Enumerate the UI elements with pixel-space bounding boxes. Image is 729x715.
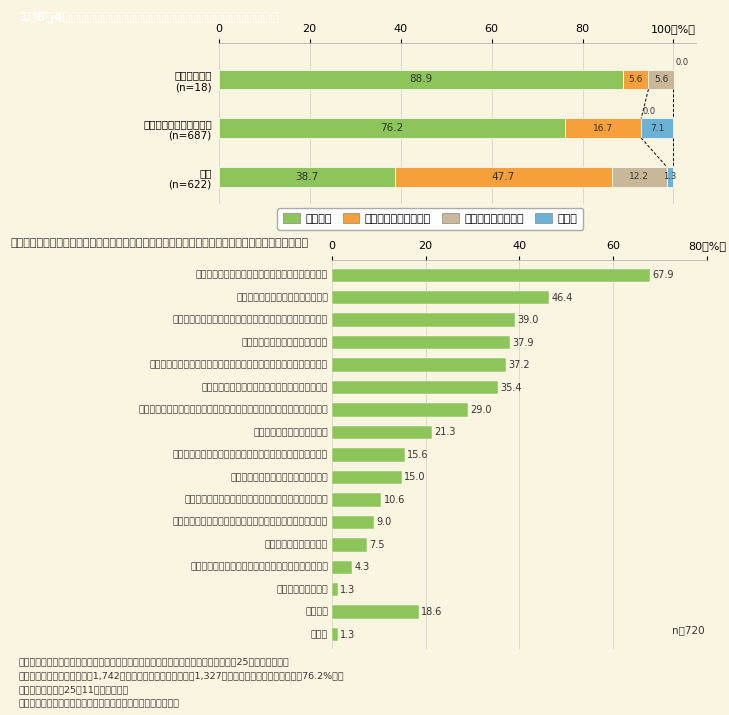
Text: 0.0: 0.0 <box>642 107 655 116</box>
Text: 男女共同参画の視点を取り入れた防災体制の確立: 男女共同参画の視点を取り入れた防災体制の確立 <box>201 383 328 392</box>
Text: 88.9: 88.9 <box>409 74 432 84</box>
Text: 仮設住宅運営における女性の参画促進: 仮設住宅運営における女性の参画促進 <box>230 473 328 482</box>
Text: 防災知識の普及・訓練における被災時の男女のニーズの違いへの配慮: 防災知識の普及・訓練における被災時の男女のニーズの違いへの配慮 <box>149 360 328 370</box>
Bar <box>332 291 550 305</box>
Text: 1.3: 1.3 <box>663 172 677 182</box>
Bar <box>612 167 667 187</box>
Bar <box>332 425 432 439</box>
Text: 18.6: 18.6 <box>421 607 443 617</box>
Text: 46.4: 46.4 <box>552 292 573 302</box>
Text: 21.3: 21.3 <box>434 428 456 438</box>
Text: 37.9: 37.9 <box>512 337 534 347</box>
Bar <box>623 70 649 89</box>
Text: 15.6: 15.6 <box>408 450 429 460</box>
Bar <box>332 403 468 417</box>
Bar <box>332 336 510 350</box>
Bar <box>332 493 381 507</box>
Bar <box>332 358 506 372</box>
Text: 4.3: 4.3 <box>354 562 370 572</box>
Text: 47.7: 47.7 <box>491 172 515 182</box>
Bar <box>332 583 338 596</box>
Text: 復旧・復興のあらゆる場・組織における女性の参画促進: 復旧・復興のあらゆる場・組織における女性の参画促進 <box>184 495 328 504</box>
Text: 帰宅困難者対策における男女のニーズの違いへの配慮: 帰宅困難者対策における男女のニーズの違いへの配慮 <box>190 563 328 572</box>
Text: 消防団員への女性の参画促進: 消防団員への女性の参画促進 <box>253 428 328 437</box>
Text: 37.2: 37.2 <box>509 360 530 370</box>
Text: 特にない: 特にない <box>305 608 328 616</box>
Text: 9.0: 9.0 <box>376 518 391 528</box>
Text: 男女別データの整備: 男女別データの整備 <box>276 585 328 594</box>
Bar <box>332 448 405 462</box>
Text: 1.3: 1.3 <box>340 630 356 640</box>
Bar <box>219 167 394 187</box>
Bar <box>332 606 419 619</box>
Bar <box>219 70 623 89</box>
Text: 67.9: 67.9 <box>652 270 674 280</box>
Bar <box>219 119 565 138</box>
Text: 12.2: 12.2 <box>629 172 650 182</box>
Bar <box>394 167 612 187</box>
Text: 29.0: 29.0 <box>470 405 491 415</box>
Bar <box>332 313 515 327</box>
Text: 女性に対する暴力の防止: 女性に対する暴力の防止 <box>265 541 328 549</box>
Text: 39.0: 39.0 <box>517 315 539 325</box>
Text: 16.7: 16.7 <box>593 124 613 133</box>
Bar <box>332 538 367 551</box>
Text: 1－6－4図　東日本大震災以降の地域防災計画の見直し（市区町村）: 1－6－4図 東日本大震災以降の地域防災計画の見直し（市区町村） <box>20 11 279 24</box>
Legend: 見直した, 見直しを検討している, 見直しは未定である, 無回答: 見直した, 見直しを検討している, 見直しは未定である, 無回答 <box>277 208 583 230</box>
Text: ３．平成25年11月１日現在。: ３．平成25年11月１日現在。 <box>18 686 128 695</box>
Text: （参考：東日本大震災以降に見直した地域防災計画における男女共同参画関連の記載（複数回答））: （参考：東日本大震災以降に見直した地域防災計画における男女共同参画関連の記載（複… <box>11 238 309 248</box>
Bar <box>332 470 402 484</box>
Text: 7.1: 7.1 <box>650 124 665 133</box>
Text: 1.3: 1.3 <box>340 585 356 595</box>
Text: 5.6: 5.6 <box>654 75 668 84</box>
Bar <box>642 119 674 138</box>
Text: ２．全国の市区町村1,742団体を対象に調査を実施し，1,327団体から回答があった（回収率76.2%）。: ２．全国の市区町村1,742団体を対象に調査を実施し，1,327団体から回答があ… <box>18 671 343 681</box>
Text: （備考）１．内閣府「市区町村における男女共同参画に係る施策の推進状況」（平成25年）より作成。: （備考）１．内閣府「市区町村における男女共同参画に係る施策の推進状況」（平成25… <box>18 658 289 666</box>
Text: 0.0: 0.0 <box>675 58 688 66</box>
Bar <box>649 70 674 89</box>
Text: 7.5: 7.5 <box>369 540 385 550</box>
Text: 38.7: 38.7 <box>295 172 319 182</box>
Text: 自主防災組織への女性の参画促進: 自主防災組織への女性の参画促進 <box>242 338 328 347</box>
Bar <box>667 167 673 187</box>
Text: 物資の調達，供給活動における男女のニーズの違いへの配慮: 物資の調達，供給活動における男女のニーズの違いへの配慮 <box>173 316 328 325</box>
Text: 10.6: 10.6 <box>383 495 405 505</box>
Text: 5.6: 5.6 <box>628 75 643 84</box>
Text: 35.4: 35.4 <box>500 383 522 393</box>
Bar <box>332 516 374 529</box>
Text: 防災に関する政策・方針決定過程及び防災の現場における女性の参画拡大: 防災に関する政策・方針決定過程及び防災の現場における女性の参画拡大 <box>139 405 328 415</box>
Text: 仮設住宅運営における女性を始めとする生活者の意見の反映: 仮設住宅運営における女性を始めとする生活者の意見の反映 <box>173 450 328 460</box>
Bar <box>332 269 650 282</box>
Bar <box>332 628 338 641</box>
Bar <box>332 561 352 574</box>
Text: 15.0: 15.0 <box>405 473 426 483</box>
Text: 76.2: 76.2 <box>381 123 404 133</box>
Text: n＝720: n＝720 <box>672 625 705 635</box>
Text: ４．「政令指定都市以外の市区」には特別区を含む。: ４．「政令指定都市以外の市区」には特別区を含む。 <box>18 700 179 709</box>
Bar <box>565 119 642 138</box>
Text: 避難所運営における男女のニーズの違い等への配慮: 避難所運営における男女のニーズの違い等への配慮 <box>196 271 328 280</box>
Text: 復興まちづくり（防災まちづくり）への女性等の意見の反映: 復興まちづくり（防災まちづくり）への女性等の意見の反映 <box>173 518 328 527</box>
Text: その他: その他 <box>311 630 328 639</box>
Text: 避難所運営における女性の参画促進: 避難所運営における女性の参画促進 <box>236 293 328 302</box>
Bar <box>332 381 498 394</box>
